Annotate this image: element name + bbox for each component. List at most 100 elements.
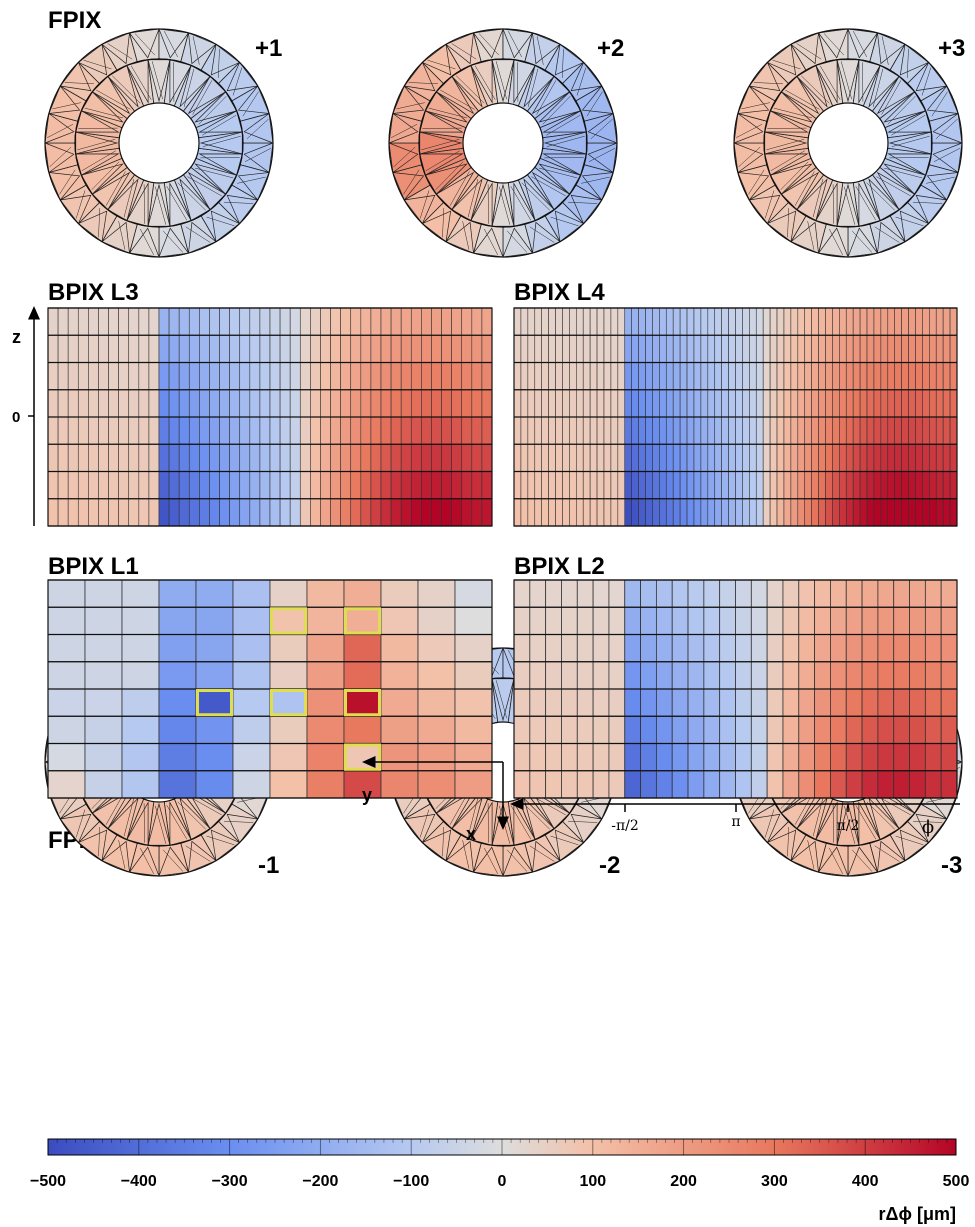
- bpix-l4-cell: [659, 334, 667, 363]
- bpix-l4-cell: [797, 389, 806, 418]
- bpix-l4-cell: [534, 471, 542, 500]
- disk-p1-module: [226, 62, 258, 92]
- bpix-l3-cell: [239, 307, 251, 336]
- bpix-l3-cell: [431, 498, 442, 527]
- bpix-l4-cell: [769, 471, 778, 500]
- bpix-l2-cell: [719, 606, 736, 635]
- bpix-l4-cell: [700, 334, 709, 363]
- bpix-l2-cell: [703, 715, 721, 744]
- bpix-l3-cell: [380, 389, 392, 418]
- phi-tick-pi: π: [731, 814, 740, 830]
- bpix-l4-cell: [929, 498, 937, 527]
- bpix-l3-cell: [431, 307, 442, 336]
- bpix-l4-cell: [728, 471, 736, 500]
- disk-p3-module-edge: [773, 107, 812, 119]
- bpix-l3-cell: [421, 334, 432, 363]
- disk-p3-module-edge: [935, 118, 958, 140]
- bpix-l3-cell: [279, 416, 291, 445]
- bpix-l2-cell: [640, 579, 657, 608]
- bpix-l4-cell: [949, 416, 958, 445]
- disk-p1-module-edge: [118, 221, 126, 250]
- bpix-l2-cell: [877, 688, 895, 717]
- bpix-l3-cell: [67, 471, 79, 500]
- bpix-l3-cell: [310, 416, 321, 445]
- disk-p3-module-edge: [881, 36, 889, 65]
- bpix-l2-cell: [640, 770, 657, 799]
- disk-p3-module: [888, 131, 932, 155]
- disk-m1-module-edge: [75, 809, 86, 838]
- bpix-l4-cell: [638, 416, 646, 445]
- disk-p3-outer-edge: [763, 58, 933, 228]
- bpix-l4-cell: [762, 362, 771, 391]
- bpix-l3-cell: [441, 334, 452, 363]
- bpix-l4-cell: [672, 362, 681, 391]
- bpix-l4-cell: [825, 471, 833, 500]
- bpix-l2-cell: [893, 606, 910, 635]
- bpix-l4-cell: [728, 362, 736, 391]
- bpix-l1-cell: [454, 661, 493, 690]
- bpix-l4-cell: [922, 498, 930, 527]
- bpix-l3-cell: [461, 498, 473, 527]
- bpix-l4-cell: [714, 471, 722, 500]
- bpix-l2-cell: [545, 715, 562, 744]
- bpix-l3-cell: [178, 334, 190, 363]
- bpix-l4-cell: [845, 307, 854, 336]
- bpix-l4-cell: [686, 334, 695, 363]
- bpix-l2-cell: [924, 688, 942, 717]
- disk-p1-module: [126, 182, 149, 227]
- bpix-l4-cell: [832, 307, 840, 336]
- bpix-l2-cell: [924, 770, 942, 799]
- bpix-l3-cell: [199, 334, 210, 363]
- bpix-l2-cell: [513, 661, 531, 690]
- disk-m1-module: [129, 846, 160, 877]
- disk-p3-module: [876, 76, 915, 115]
- bpix-l4-cell: [548, 389, 556, 418]
- bpix-l3-cell: [259, 416, 271, 445]
- disk-label-minus-3: -3: [941, 852, 962, 879]
- bpix-l4-cell: [832, 471, 840, 500]
- bpix-l4-cell: [562, 307, 570, 336]
- bpix-l4-cell: [603, 307, 612, 336]
- phi-axis-label: ϕ: [922, 817, 934, 838]
- bpix-l2-cell: [624, 770, 641, 799]
- bpix-l3-cell: [441, 498, 452, 527]
- bpix-l4-cell: [562, 334, 570, 363]
- bpix-l2-cell: [576, 688, 594, 717]
- bpix-l2-cell: [814, 715, 831, 744]
- bpix-l2-cell: [861, 715, 879, 744]
- bpix-l3-cell: [269, 334, 281, 363]
- bpix-l3-cell: [259, 471, 271, 500]
- bpix-l4-cell: [721, 443, 729, 472]
- disk-p3-module: [883, 163, 926, 195]
- bpix-l2-cell: [687, 579, 705, 608]
- bpix-l4-cell: [845, 443, 854, 472]
- bpix-l3-cell: [360, 362, 372, 391]
- bpix-l3-cell: [138, 307, 150, 336]
- colorbar-tick-label: 300: [761, 1173, 788, 1190]
- bpix-l4-cell: [825, 498, 833, 527]
- bpix-l4-cell: [769, 307, 778, 336]
- disk-m1-module-edge: [185, 845, 211, 862]
- disk-p2-module: [451, 65, 483, 108]
- bpix-l4-cell: [527, 334, 536, 363]
- bpix-l3-cell: [88, 389, 99, 418]
- bpix-l4-cell: [852, 334, 861, 363]
- bpix-l1-cell: [306, 688, 345, 717]
- bpix-l2-cell: [766, 770, 784, 799]
- bpix-l3-cell: [269, 362, 281, 391]
- bpix-l4-cell: [852, 416, 861, 445]
- disk-p3-module: [770, 91, 813, 123]
- disk-p3-module: [836, 183, 860, 227]
- bpix-l2-cell: [655, 606, 673, 635]
- bpix-l3-cell: [178, 471, 190, 500]
- bpix-l4-cell: [915, 443, 923, 472]
- bpix-l3-cell: [47, 307, 59, 336]
- bpix-l1-cell: [380, 606, 419, 635]
- bpix-l2-cell: [719, 688, 736, 717]
- disk-m3-module: [818, 846, 849, 877]
- disk-m2-module-edge: [495, 680, 507, 719]
- bpix-l2-cell: [893, 661, 910, 690]
- bpix-l4-cell: [887, 307, 896, 336]
- bpix-l4-cell: [755, 443, 764, 472]
- bpix-l4-cell: [659, 389, 667, 418]
